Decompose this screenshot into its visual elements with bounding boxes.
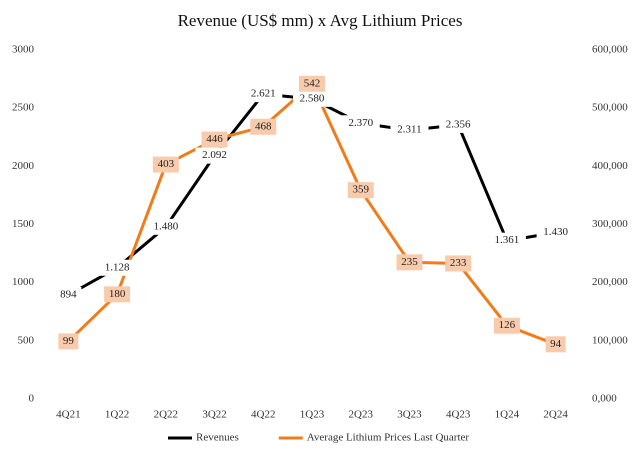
data-label: 2.356 <box>446 118 471 130</box>
label-bg <box>104 286 131 303</box>
y-tick-label: 2000 <box>12 160 35 172</box>
label-bg <box>146 218 185 235</box>
x-tick-label: 2Q22 <box>154 409 178 421</box>
label-bg <box>487 232 526 249</box>
data-label: 1.480 <box>153 220 178 232</box>
x-tick-label: 3Q23 <box>397 409 422 421</box>
label-bg <box>439 116 478 133</box>
data-label: 2.092 <box>202 149 227 161</box>
label-bg <box>201 131 228 148</box>
label-bg <box>396 254 423 271</box>
data-label: 1.430 <box>543 226 568 238</box>
data-label: 1.361 <box>495 234 520 246</box>
label-bg <box>390 122 429 139</box>
data-label: 894 <box>60 289 77 301</box>
x-tick-label: 3Q22 <box>202 409 226 421</box>
y-tick-label: 3000 <box>12 44 35 56</box>
chart-title: Revenue (US$ mm) x Avg Lithium Prices <box>178 11 463 30</box>
data-label: 1.128 <box>105 261 130 273</box>
data-label: 2.311 <box>397 124 421 136</box>
y-tick-label: 1500 <box>12 218 35 230</box>
label-bg <box>347 182 374 199</box>
label-bg <box>536 224 575 241</box>
y2-tick-label: 400,000 <box>592 160 628 172</box>
x-tick-label: 1Q23 <box>300 409 325 421</box>
label-bg <box>244 86 283 103</box>
series-line <box>67 82 557 346</box>
data-label: 233 <box>450 257 467 269</box>
y-tick-label: 0 <box>29 393 35 405</box>
label-bg <box>55 286 82 303</box>
series-line <box>67 92 556 297</box>
x-tick-label: 2Q23 <box>349 409 374 421</box>
x-tick-label: 4Q21 <box>56 409 80 421</box>
data-label: 94 <box>550 338 562 350</box>
label-bg <box>493 317 520 334</box>
data-label: 180 <box>109 288 126 300</box>
data-label: 99 <box>63 335 75 347</box>
label-bg <box>299 75 325 92</box>
y2-tick-label: 200,000 <box>592 276 628 288</box>
x-tick-label: 4Q23 <box>446 409 471 421</box>
x-tick-label: 4Q22 <box>251 409 275 421</box>
legend-label: Average Lithium Prices Last Quarter <box>307 432 470 444</box>
y2-tick-label: 0,000 <box>592 393 617 405</box>
data-label: 126 <box>499 319 516 331</box>
data-label: 468 <box>255 120 272 132</box>
x-tick-label: 2Q24 <box>543 409 568 421</box>
x-tick-label: 1Q22 <box>105 409 129 421</box>
x-tick-label: 1Q24 <box>495 409 520 421</box>
y-tick-label: 1000 <box>12 276 35 288</box>
y2-tick-label: 600,000 <box>592 44 628 56</box>
label-bg <box>545 336 566 353</box>
y2-tick-label: 300,000 <box>592 218 628 230</box>
y2-tick-label: 500,000 <box>592 102 628 114</box>
y-tick-label: 2500 <box>12 102 35 114</box>
y2-tick-label: 100,000 <box>592 334 628 346</box>
label-bg <box>58 333 79 350</box>
data-label: 403 <box>158 158 175 170</box>
data-label: 235 <box>401 256 418 268</box>
label-bg <box>293 90 331 107</box>
legend-label: Revenues <box>196 432 239 444</box>
label-bg <box>98 259 137 276</box>
label-bg <box>195 147 234 164</box>
data-label: 2.580 <box>300 92 325 104</box>
label-bg <box>445 255 472 272</box>
label-bg <box>152 156 179 173</box>
data-label: 542 <box>304 77 321 89</box>
label-bg <box>250 118 277 135</box>
label-bg <box>341 115 380 132</box>
y-tick-label: 500 <box>18 334 35 346</box>
data-label: 359 <box>352 184 369 196</box>
data-label: 2.621 <box>251 88 276 100</box>
data-label: 446 <box>206 133 223 145</box>
data-label: 2.370 <box>348 117 373 129</box>
